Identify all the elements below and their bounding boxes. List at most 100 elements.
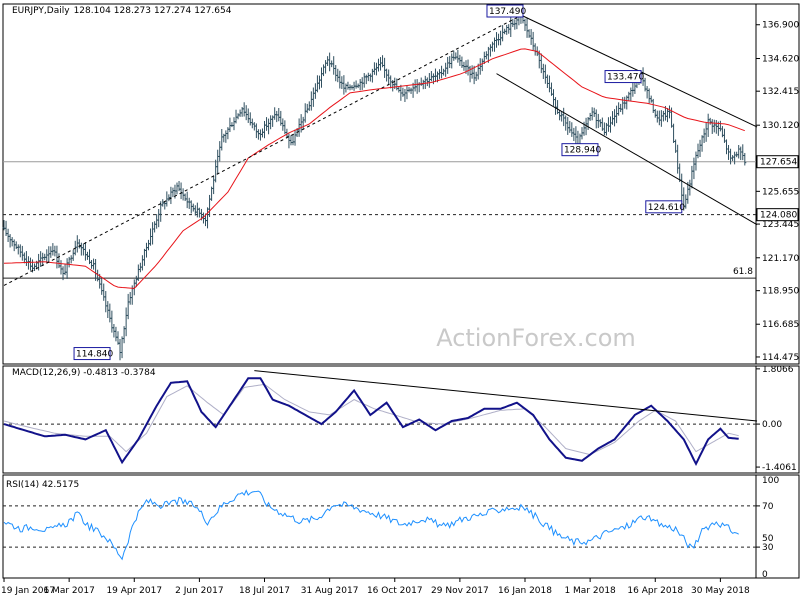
ohlc-bar (409, 87, 413, 94)
ohlc-bar (244, 105, 248, 121)
ohlc-bar (273, 107, 277, 120)
ohlc-bar (527, 29, 531, 38)
ohlc-bar (293, 129, 297, 146)
price-annotation-box (561, 143, 599, 157)
ohlc-bar (346, 81, 350, 90)
ohlc-bar (454, 52, 458, 60)
ohlc-bar (433, 68, 437, 83)
ohlc-bar (509, 15, 513, 38)
ohlc-bar (24, 251, 28, 266)
ohlc-bar (342, 75, 346, 95)
ohlc-bar (490, 41, 494, 52)
ohlc-bar (570, 122, 574, 137)
macd-y-tick-label: 0.00 (762, 420, 782, 430)
ohlc-bar (49, 246, 53, 258)
ohlc-bar (208, 194, 212, 217)
ohlc-bar (608, 116, 612, 133)
ohlc-bar (53, 245, 57, 257)
ohlc-bar (254, 123, 258, 139)
ohlc-bar (67, 256, 71, 268)
ohlc-bar (324, 60, 328, 74)
ohlc-bar (291, 134, 295, 146)
ohlc-bar (175, 182, 179, 195)
ohlc-bar (649, 95, 653, 103)
ohlc-bar (529, 29, 533, 45)
macd-label: MACD(12,26,9) -0.4813 -0.3784 (12, 368, 156, 378)
ohlc-bar (515, 17, 519, 30)
ohlc-bar (737, 144, 741, 159)
ohlc-bar (260, 128, 264, 138)
rsi-y-tick-label: 0 (762, 570, 768, 580)
ohlc-bar (185, 191, 189, 209)
ohlc-bar (525, 17, 529, 38)
ohlc-bar (539, 53, 543, 74)
ohlc-bar (118, 339, 122, 361)
ohlc-bar (281, 118, 285, 131)
panel-frames (2, 3, 800, 579)
ohlc-bar (653, 109, 657, 118)
ohlc-bar (102, 283, 106, 301)
ohlc-bar (444, 62, 448, 77)
ohlc-bar (647, 88, 651, 104)
ohlc-bar (218, 141, 222, 162)
fib-label: 61.8 (733, 267, 753, 277)
ohlc-bar (303, 103, 307, 123)
rsi-y-tick-label: 100 (762, 476, 779, 486)
ohlc-bar (354, 80, 358, 89)
ohlc-bar (574, 126, 578, 145)
price-y-tick-label: 114.475 (762, 353, 799, 363)
ohlc-bar (126, 293, 130, 320)
ohlc-bar (65, 258, 69, 279)
ohlc-bar (488, 44, 492, 57)
ohlc-bar (289, 135, 293, 146)
price-annotation-box (486, 4, 524, 18)
ohlc-bar (187, 197, 191, 209)
chart-title: EURJPY,Daily 128.104 128.273 127.274 127.654 (12, 6, 232, 16)
ohlc-bar (568, 120, 572, 133)
x-tick-label: 29 Nov 2017 (431, 586, 489, 596)
ohlc-bar (615, 105, 619, 124)
ohlc-bar (413, 79, 417, 92)
price-annotation-label: 114.840 (76, 350, 113, 360)
ohlc-bar (421, 79, 425, 90)
x-tick-label: 6 Mar 2017 (43, 586, 94, 596)
ohlc-bar (171, 187, 175, 198)
ohlc-bar (220, 128, 224, 151)
ohlc-bar (427, 73, 431, 88)
price-annotation-box (645, 200, 683, 214)
ohlc-bar (140, 255, 144, 271)
ohlc-bar (142, 248, 146, 266)
ohlc-bar (63, 264, 67, 276)
price-y-tick-label: 130.120 (762, 121, 799, 131)
x-tick-label: 16 Oct 2017 (367, 586, 423, 596)
panel-frame (2, 365, 800, 474)
macd-panel: 1.8066 0.00 -1.4061 (3, 365, 797, 473)
ohlc-bar (242, 102, 246, 117)
ohlc-bar (90, 259, 94, 269)
ohlc-bar (263, 120, 267, 139)
ohlc-bar (59, 260, 63, 275)
ohlc-bar (275, 110, 279, 123)
price-annotation-label: 128.940 (564, 146, 601, 156)
ohlc-bar (727, 145, 731, 160)
ohlc-bar (680, 173, 684, 203)
ohlc-bar (743, 152, 747, 166)
ohlc-bar (114, 326, 118, 342)
ohlc-bar (423, 75, 427, 90)
ohlc-bar (562, 107, 566, 127)
ohlc-bar (372, 62, 376, 75)
macd-line (3, 377, 739, 466)
ohlc-bar (256, 129, 260, 140)
macd-trendline (254, 370, 758, 422)
price-y-tick-label: 132.415 (762, 87, 799, 97)
ohlc-bar (305, 103, 309, 114)
x-tick-label: 2 Jun 2017 (175, 586, 223, 596)
ohlc-bar (317, 75, 321, 90)
x-tick-label: 31 Aug 2017 (301, 586, 359, 596)
ohlc-bar (543, 64, 547, 84)
rsi-y-tick-label: 30 (762, 543, 774, 553)
ohlc-bar (75, 235, 79, 253)
ohlc-bar (128, 292, 132, 305)
